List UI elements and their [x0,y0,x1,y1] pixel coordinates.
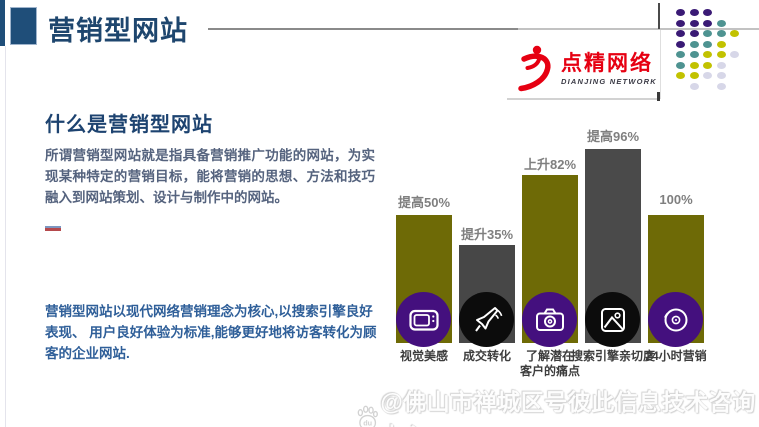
decor-dot [676,40,685,48]
decor-dot [703,61,713,69]
megaphone-icon [459,292,514,347]
bar-value-label: 提高96% [586,129,640,144]
category-label: 24小时营销 [645,349,707,363]
left-accent-strip [0,0,5,46]
chart-column-24h-marketing: 100% 24小时营销 [644,0,708,427]
watermark: du @佛山市禅城区号彼此信息技术咨询中心 [356,383,759,427]
chart-column-customer-painpoints: 上升82% 了解潜在 客户的痛点 [518,0,582,427]
decor-dot [689,40,699,48]
baidu-paw-icon: du [357,405,378,427]
category-label: 视觉美感 [399,349,448,363]
accent-dash [45,226,61,231]
decor-dot [676,61,685,69]
bar-value-label: 上升82% [523,157,577,172]
chart-column-visual: 提高50% 视觉美感 [392,0,456,427]
logo-subtitle: DIANJING NETWORK [561,77,657,87]
decor-dot [689,82,699,90]
logo-text: 点精网络 DIANJING NETWORK [561,52,657,86]
chart-column-conversion: 提升35% 成交转化 [455,0,519,427]
decor-dot [689,72,699,80]
decor-dot [703,30,713,38]
decor-dot [676,19,685,27]
decor-dot [689,19,699,27]
logo-frame-bottom [507,98,660,100]
category-label: 成交转化 [462,349,511,363]
summary-paragraph: 营销型网站以现代网络营销理念为核心,以搜索引擎良好表现、 用户良好体验为标准,能… [45,304,377,361]
divider-tick-bottom [657,92,660,101]
logo-frame-right [660,30,661,99]
decor-dot [703,19,713,27]
category-label: 搜索引擎亲切度 [570,349,655,363]
intro-paragraph: 所谓营销型网站就是指具备营销推广功能的网站，为实现某种特定的营销目标，能将营销的… [45,148,375,205]
decor-dot [716,82,726,90]
title-bullet-square [10,7,37,45]
decor-dot [703,9,713,16]
logo-name: 点精网络 [561,51,653,75]
decor-dot [730,30,740,38]
title-divider-line [208,28,518,30]
left-edge-line [5,46,6,427]
watermark-text: @佛山市禅城区号彼此信息技术咨询中心 [380,389,756,427]
decor-dot [689,9,699,16]
tv-icon [396,292,451,347]
cd-icon [648,292,703,347]
category-label: 了解潜在 客户的痛点 [519,349,580,378]
decor-dot [689,61,699,69]
bar-value-label: 提高50% [397,195,451,210]
title-divider-line-light [518,28,759,30]
decor-dot [716,51,726,59]
bar-value-label: 100% [659,192,693,207]
decor-dot [676,51,685,59]
decor-dot [689,30,699,38]
logo-mark-icon [518,45,551,92]
company-logo: 点精网络 DIANJING NETWORK [516,42,658,96]
decor-dot [676,30,685,38]
decor-dot [716,19,726,27]
decor-dot [716,61,726,69]
bar-value-label: 提升35% [460,227,514,242]
chart-column-search-engine: 提高96% 搜索引擎亲切度 [571,0,655,427]
decor-dot [689,51,699,59]
decor-dot [730,51,740,59]
decor-dot [716,40,726,48]
camera-icon [522,292,577,347]
divider-tick-top [658,3,660,29]
image-icon [585,292,640,347]
decor-dot [676,9,685,16]
section-heading: 什么是营销型网站 [45,114,213,136]
dot-pattern-decoration [676,9,756,101]
decor-dot [676,72,685,80]
decor-dot [703,40,713,48]
svg-text:du: du [363,418,372,427]
page-title: 营销型网站 [48,16,188,46]
decor-dot [703,51,713,59]
decor-dot [703,72,713,80]
decor-dot [716,72,726,80]
decor-dot [716,30,726,38]
